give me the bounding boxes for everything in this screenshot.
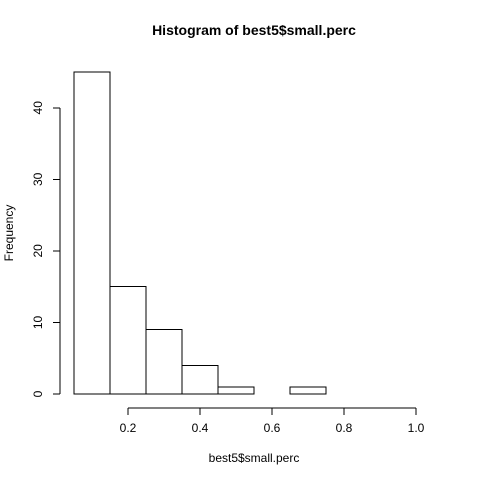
x-axis: 0.2 0.4 0.6 0.8 1.0 [120, 408, 425, 435]
histogram-bar-1 [110, 287, 146, 394]
x-axis-label: best5$small.perc [209, 451, 300, 465]
y-tick-label-0: 0 [31, 390, 45, 397]
y-axis: 0 10 20 30 40 [31, 101, 60, 398]
x-tick-label-1: 0.4 [192, 421, 209, 435]
y-tick-label-4: 40 [31, 101, 45, 115]
histogram-bar-2 [146, 330, 182, 394]
histogram-bar-3 [182, 365, 218, 394]
y-tick-label-1: 10 [31, 315, 45, 329]
y-tick-label-3: 30 [31, 172, 45, 186]
histogram-bar-6 [290, 387, 326, 394]
y-tick-label-2: 20 [31, 244, 45, 258]
chart-title: Histogram of best5$small.perc [152, 22, 356, 38]
histogram-bar-0 [74, 72, 110, 394]
x-tick-label-0: 0.2 [120, 421, 137, 435]
x-tick-label-4: 1.0 [408, 421, 425, 435]
histogram-bar-4 [218, 387, 254, 394]
bars-group [74, 72, 326, 394]
y-axis-label: Frequency [2, 205, 16, 262]
x-tick-label-2: 0.6 [264, 421, 281, 435]
x-tick-label-3: 0.8 [336, 421, 353, 435]
